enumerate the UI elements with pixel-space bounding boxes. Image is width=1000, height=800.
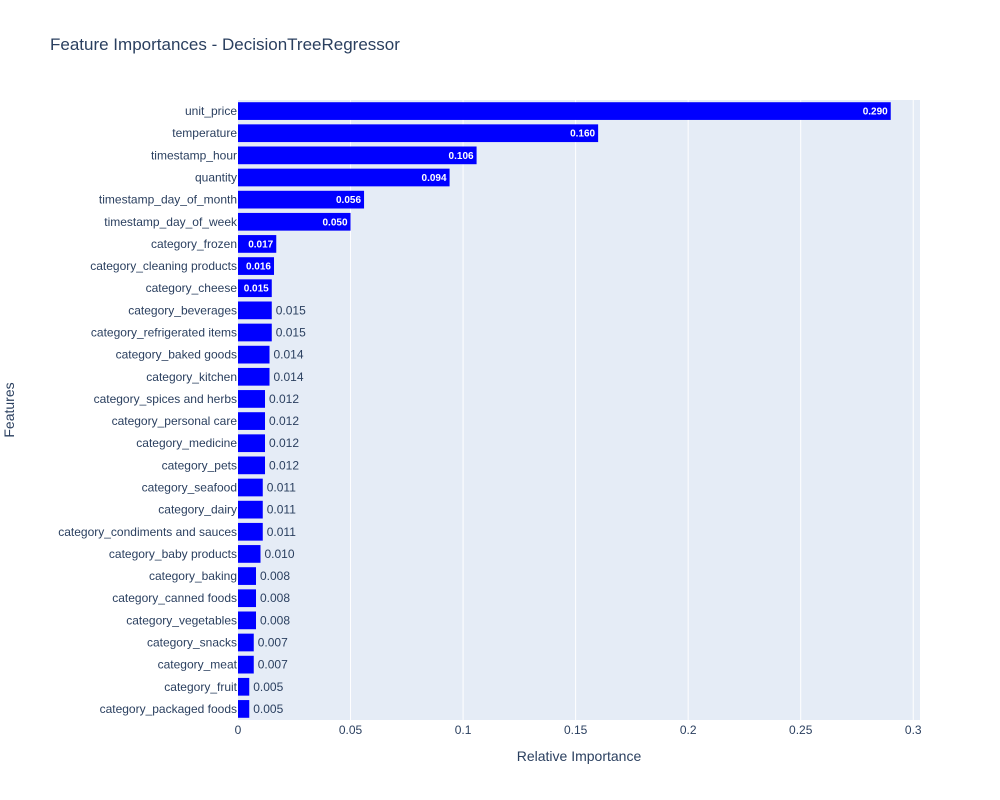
x-tick-label: 0.05: [339, 723, 363, 737]
bar: [238, 611, 257, 630]
category-label: category_meat: [158, 658, 238, 672]
x-tick-label: 0.1: [455, 723, 472, 737]
x-tick-label: 0.25: [789, 723, 813, 737]
category-label: category_packaged foods: [100, 702, 237, 716]
bar: [238, 655, 254, 674]
category-label: category_baked goods: [116, 348, 237, 362]
value-label: 0.011: [267, 525, 296, 539]
category-label: category_beverages: [128, 303, 237, 317]
bar: [238, 257, 275, 275]
value-label: 0.017: [248, 239, 273, 250]
x-tick-label: 0.2: [680, 723, 697, 737]
bar: [238, 434, 266, 453]
bar: [238, 589, 257, 608]
category-label: category_vegetables: [126, 613, 237, 627]
value-label: 0.011: [267, 481, 296, 495]
value-label: 0.056: [336, 195, 361, 206]
value-label: 0.094: [422, 173, 447, 184]
bar: [238, 367, 270, 386]
value-label: 0.014: [274, 348, 304, 362]
category-label: timestamp_day_of_week: [104, 215, 238, 229]
chart-title: Feature Importances - DecisionTreeRegres…: [50, 35, 400, 54]
value-label: 0.160: [570, 129, 595, 140]
bar: [238, 567, 257, 585]
category-label: category_kitchen: [146, 370, 237, 384]
category-label: category_seafood: [142, 481, 237, 495]
x-tick-labels: 0 0.05 0.1 0.15 0.2 0.25 0.3: [235, 723, 922, 737]
bar: [238, 323, 272, 342]
value-label: 0.050: [323, 217, 348, 228]
category-label: category_fruit: [164, 680, 237, 694]
value-label: 0.005: [253, 680, 283, 694]
bar: [238, 677, 250, 696]
category-label: category_pets: [162, 458, 237, 472]
bar: [238, 124, 599, 143]
value-label: 0.012: [269, 414, 299, 428]
category-label: category_personal care: [112, 414, 238, 428]
bar: [238, 478, 263, 497]
value-label: 0.015: [276, 326, 306, 340]
value-label: 0.015: [276, 303, 306, 317]
value-label: 0.012: [269, 458, 299, 472]
x-tick-label: 0.15: [564, 723, 588, 737]
category-label: category_canned foods: [112, 591, 237, 605]
bar: [238, 235, 277, 253]
value-label: 0.008: [260, 613, 290, 627]
bar: [238, 168, 450, 187]
bar: [238, 522, 263, 541]
category-label: category_spices and herbs: [94, 392, 237, 406]
category-label: category_baking: [149, 569, 237, 583]
value-label: 0.106: [449, 151, 474, 162]
value-label: 0.011: [267, 503, 296, 517]
bar: [238, 279, 272, 298]
value-label: 0.016: [246, 262, 271, 273]
bars: [238, 102, 891, 718]
value-label: 0.007: [258, 658, 288, 672]
value-label: 0.012: [269, 392, 299, 406]
value-label: 0.015: [244, 284, 269, 295]
bar: [238, 545, 261, 563]
category-label: timestamp_hour: [151, 148, 237, 162]
x-tick-label: 0.3: [905, 723, 922, 737]
bar: [238, 345, 270, 364]
category-label: category_snacks: [147, 636, 237, 650]
category-label: category_baby products: [109, 547, 237, 561]
category-label: category_medicine: [136, 436, 237, 450]
bar: [238, 700, 250, 718]
bar: [238, 456, 266, 475]
value-label: 0.008: [260, 569, 290, 583]
bar: [238, 500, 263, 519]
category-label: category_cleaning products: [90, 259, 237, 273]
value-label: 0.010: [265, 547, 295, 561]
x-tick-label: 0: [235, 723, 242, 737]
bar: [238, 190, 365, 209]
bar: [238, 212, 351, 231]
category-labels: unit_price temperature timestamp_hourquant…: [58, 104, 238, 716]
category-label: timestamp_day_of_month: [99, 193, 237, 207]
category-label: category_frozen: [151, 237, 237, 251]
value-label: 0.008: [260, 591, 290, 605]
bar: [238, 633, 254, 652]
x-axis-title: Relative Importance: [517, 748, 642, 764]
bar: [238, 301, 272, 320]
category-label: category_dairy: [158, 503, 237, 517]
value-label: 0.290: [863, 107, 888, 118]
value-label: 0.007: [258, 636, 288, 650]
category-label: temperature: [172, 126, 237, 140]
value-label: 0.005: [253, 702, 283, 716]
value-label: 0.012: [269, 436, 299, 450]
bar: [238, 102, 891, 120]
bar: [238, 146, 477, 165]
category-label: category_refrigerated items: [91, 326, 237, 340]
category-label: category_condiments and sauces: [58, 525, 237, 539]
category-label: quantity: [195, 171, 237, 185]
y-axis-title: Features: [1, 382, 17, 437]
value-label: 0.014: [274, 370, 304, 384]
bar: [238, 412, 266, 430]
category-label: category_cheese: [146, 281, 238, 295]
bar: [238, 390, 266, 408]
category-label: unit_price: [185, 104, 237, 118]
